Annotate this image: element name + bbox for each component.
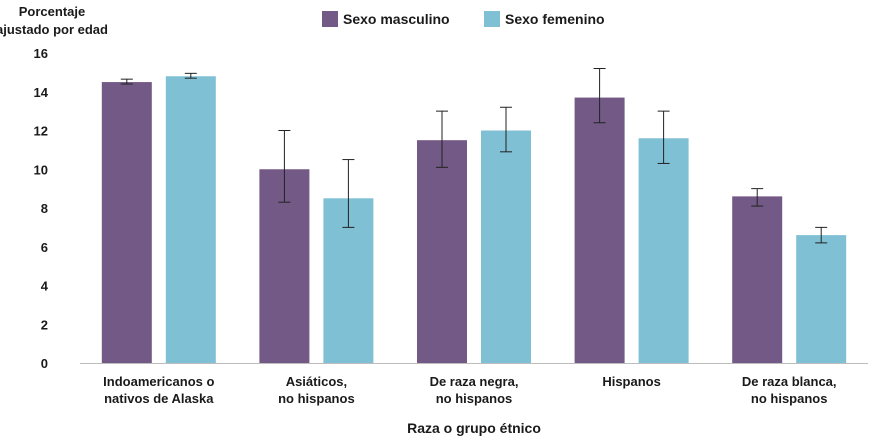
error-bar xyxy=(342,159,355,228)
y-tick-label: 6 xyxy=(41,240,48,255)
bar xyxy=(481,130,531,363)
y-tick-label: 14 xyxy=(34,85,49,100)
error-bar xyxy=(436,110,448,168)
legend: Sexo masculino Sexo femenino xyxy=(322,11,605,27)
error-bar xyxy=(751,188,764,207)
bar xyxy=(796,235,847,363)
error-bar xyxy=(815,226,828,244)
category-label: no hispanos xyxy=(436,391,513,406)
category-label: no hispanos xyxy=(278,391,355,406)
y-tick-label: 4 xyxy=(41,279,49,294)
y-tick-label: 12 xyxy=(34,124,48,139)
y-tick-label: 16 xyxy=(34,46,48,61)
y-axis-ticks: 0 2 4 6 8 10 12 14 16 xyxy=(34,46,49,371)
error-bar xyxy=(500,106,512,153)
y-axis-label: Porcentaje ajustado por edad xyxy=(0,4,108,37)
bar xyxy=(638,138,689,363)
legend-swatch xyxy=(322,11,338,27)
category-label: Indoamericanos o xyxy=(103,374,214,389)
category-label: Asiáticos, xyxy=(286,374,347,389)
error-bar xyxy=(278,130,291,203)
category-label: De raza negra, xyxy=(430,374,519,389)
category-label: nativos de Alaska xyxy=(104,391,214,406)
y-tick-label: 0 xyxy=(41,356,48,371)
x-axis-label: Raza o grupo étnico xyxy=(407,420,541,436)
y-tick-label: 10 xyxy=(34,162,48,177)
category-labels: Indoamericanos o nativos de Alaska Asiátic… xyxy=(103,374,836,406)
bar xyxy=(732,196,783,363)
y-tick-label: 8 xyxy=(41,201,48,216)
legend-label: Sexo femenino xyxy=(505,11,605,27)
error-bars xyxy=(120,68,828,244)
error-bar xyxy=(184,72,197,79)
legend-item: Sexo femenino xyxy=(484,11,605,27)
bar xyxy=(417,140,467,363)
y-axis-label-line: Porcentaje xyxy=(19,4,85,19)
error-bar xyxy=(120,78,133,85)
bar xyxy=(574,97,625,363)
bar xyxy=(101,82,152,363)
category-label: Hispanos xyxy=(602,374,661,389)
error-bar xyxy=(657,110,670,164)
error-bar xyxy=(593,68,606,124)
y-tick-label: 2 xyxy=(41,317,48,332)
category-label: De raza blanca, xyxy=(742,374,837,389)
bar xyxy=(165,76,216,363)
y-axis-label-line: ajustado por edad xyxy=(0,22,108,37)
legend-item: Sexo masculino xyxy=(322,11,450,27)
bars xyxy=(101,76,847,363)
legend-label: Sexo masculino xyxy=(343,11,450,27)
category-label: no hispanos xyxy=(751,391,828,406)
legend-swatch xyxy=(484,11,500,27)
